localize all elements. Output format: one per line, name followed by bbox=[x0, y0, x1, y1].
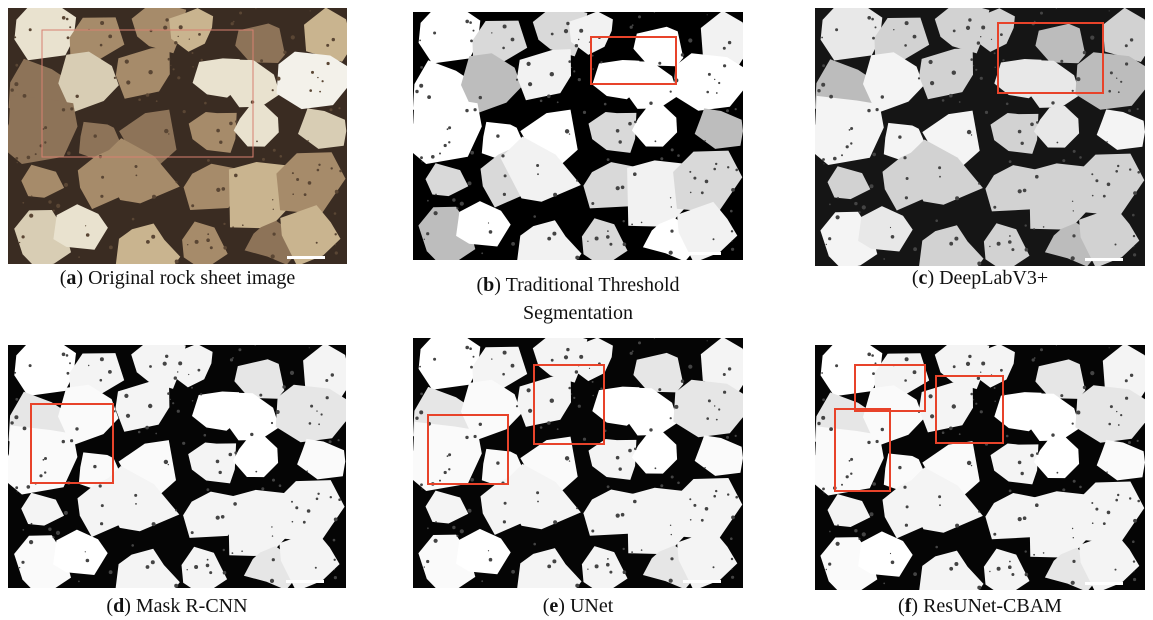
panel-label: b bbox=[483, 274, 494, 296]
highlight-box bbox=[428, 415, 508, 484]
caption: (a) Original rock sheet image bbox=[8, 264, 347, 292]
caption-text: DeepLabV3+ bbox=[939, 267, 1048, 289]
highlight-box bbox=[936, 376, 1003, 443]
panel-label: f bbox=[905, 595, 912, 617]
panel-label: a bbox=[66, 267, 76, 289]
caption: (e) UNet bbox=[413, 592, 743, 620]
caption: (d) Mask R-CNN bbox=[8, 592, 346, 620]
caption-text: UNet bbox=[570, 595, 613, 617]
figure: (a) Original rock sheet image (b) Tradit… bbox=[0, 0, 1153, 620]
highlight-box bbox=[835, 409, 890, 491]
caption: (c) DeepLabV3+ bbox=[815, 264, 1145, 292]
caption: (b) Traditional Threshold Segmentation bbox=[448, 271, 708, 327]
caption-text: Original rock sheet image bbox=[88, 267, 295, 289]
panel-label: c bbox=[919, 267, 928, 289]
highlight-box bbox=[534, 365, 604, 444]
panel-label: d bbox=[113, 595, 124, 617]
caption-text: Mask R-CNN bbox=[136, 595, 248, 617]
highlight-box bbox=[31, 404, 113, 483]
highlight-box bbox=[591, 37, 676, 84]
highlight-box bbox=[998, 23, 1103, 93]
highlight-box bbox=[855, 365, 925, 411]
caption-text: Traditional Threshold Segmentation bbox=[506, 274, 680, 324]
panel-label: e bbox=[549, 595, 558, 617]
highlight-box bbox=[42, 30, 253, 157]
caption: (f) ResUNet-CBAM bbox=[815, 592, 1145, 620]
caption-text: ResUNet-CBAM bbox=[923, 595, 1062, 617]
